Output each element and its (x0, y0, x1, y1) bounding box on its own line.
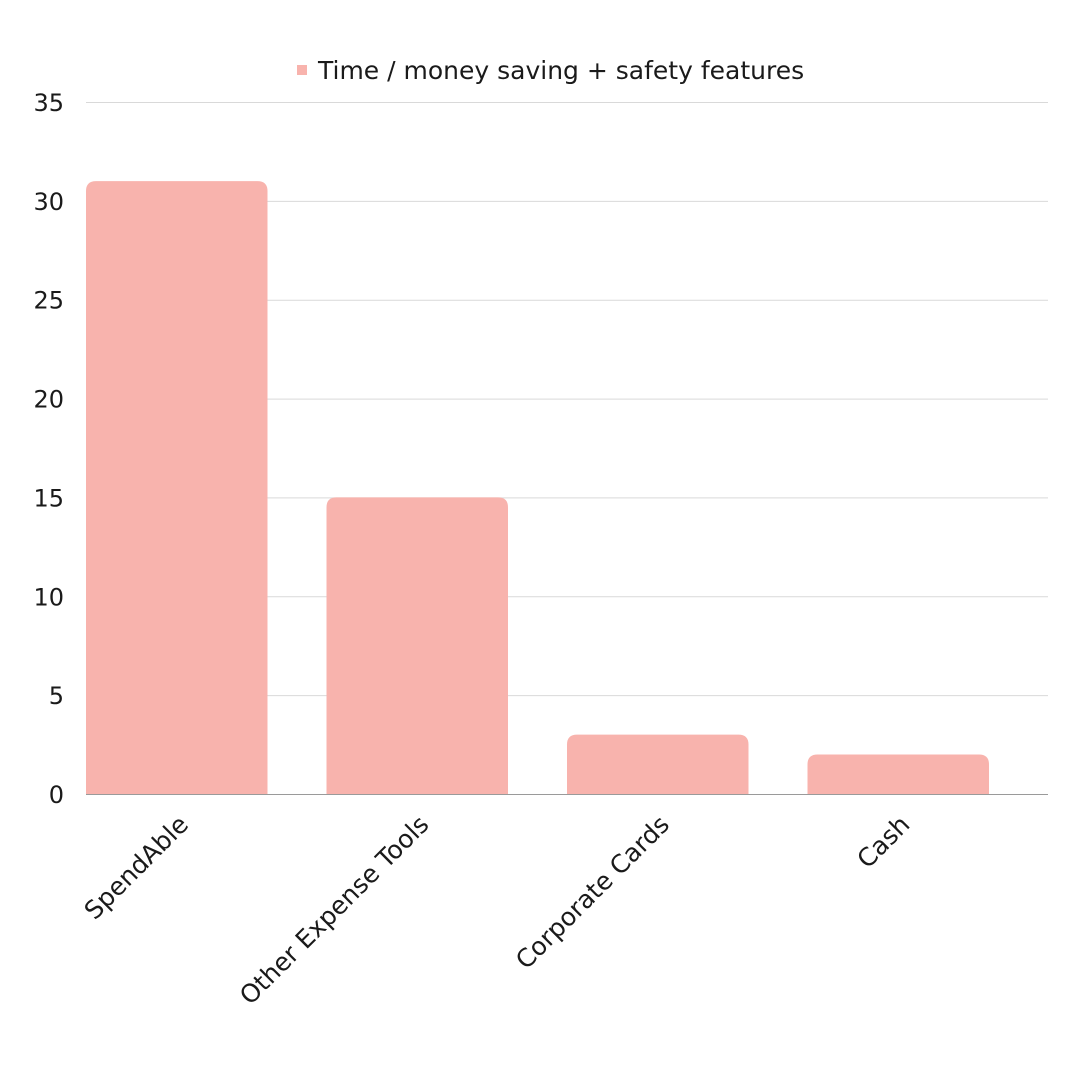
y-tick-label: 30 (33, 188, 64, 216)
legend: Time / money saving + safety features (297, 56, 804, 85)
bar-spendable (86, 181, 268, 795)
y-tick-label: 0 (49, 781, 64, 809)
bar-corporate-cards (567, 734, 749, 794)
legend-swatch (297, 65, 307, 75)
y-tick-label: 5 (49, 682, 64, 710)
x-tick-label: SpendAble (79, 810, 194, 925)
y-axis-tick-labels: 0 5 10 15 20 25 30 35 (33, 89, 64, 809)
bars (86, 181, 990, 795)
x-tick-label: Cash (851, 810, 915, 874)
bar-other-expense-tools (326, 497, 509, 794)
y-tick-label: 25 (33, 287, 64, 315)
x-axis-tick-labels: SpendAble Other Expense Tools Corporate Ca… (79, 810, 916, 1011)
y-tick-label: 10 (33, 583, 64, 611)
x-tick-label: Other Expense Tools (234, 810, 435, 1011)
bar-cash (807, 754, 990, 794)
y-tick-label: 20 (33, 386, 64, 414)
y-tick-label: 35 (33, 89, 64, 117)
x-tick-label: Corporate Cards (510, 810, 675, 975)
legend-label: Time / money saving + safety features (317, 56, 804, 85)
y-tick-label: 15 (33, 484, 64, 512)
